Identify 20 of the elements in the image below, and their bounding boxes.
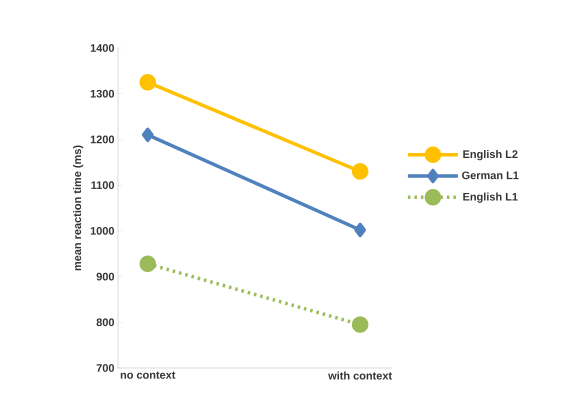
y-tick-label: 700 — [96, 364, 114, 372]
y-tick-label: 1300 — [90, 90, 114, 98]
y-tick-label: 900 — [96, 272, 114, 280]
point — [139, 256, 156, 272]
point — [352, 316, 368, 333]
y-tick-label: 1400 — [90, 44, 114, 52]
y-tick-label: 1200 — [90, 136, 114, 144]
point — [352, 163, 368, 180]
y-tick-label: 800 — [96, 318, 114, 326]
legend-label: English L2 — [463, 150, 518, 160]
point — [354, 222, 366, 238]
legend-label: English L1 — [463, 192, 518, 203]
point — [142, 128, 154, 142]
x-tick-label: with context — [328, 372, 392, 380]
y-tick-label: 1100 — [91, 181, 114, 190]
legend-label: German L1 — [462, 171, 519, 180]
y-axis-title: mean reaction time (ms) — [73, 146, 84, 270]
x-tick-label: no context — [120, 372, 176, 379]
point — [139, 74, 156, 91]
y-tick-label: 1000 — [90, 226, 114, 235]
